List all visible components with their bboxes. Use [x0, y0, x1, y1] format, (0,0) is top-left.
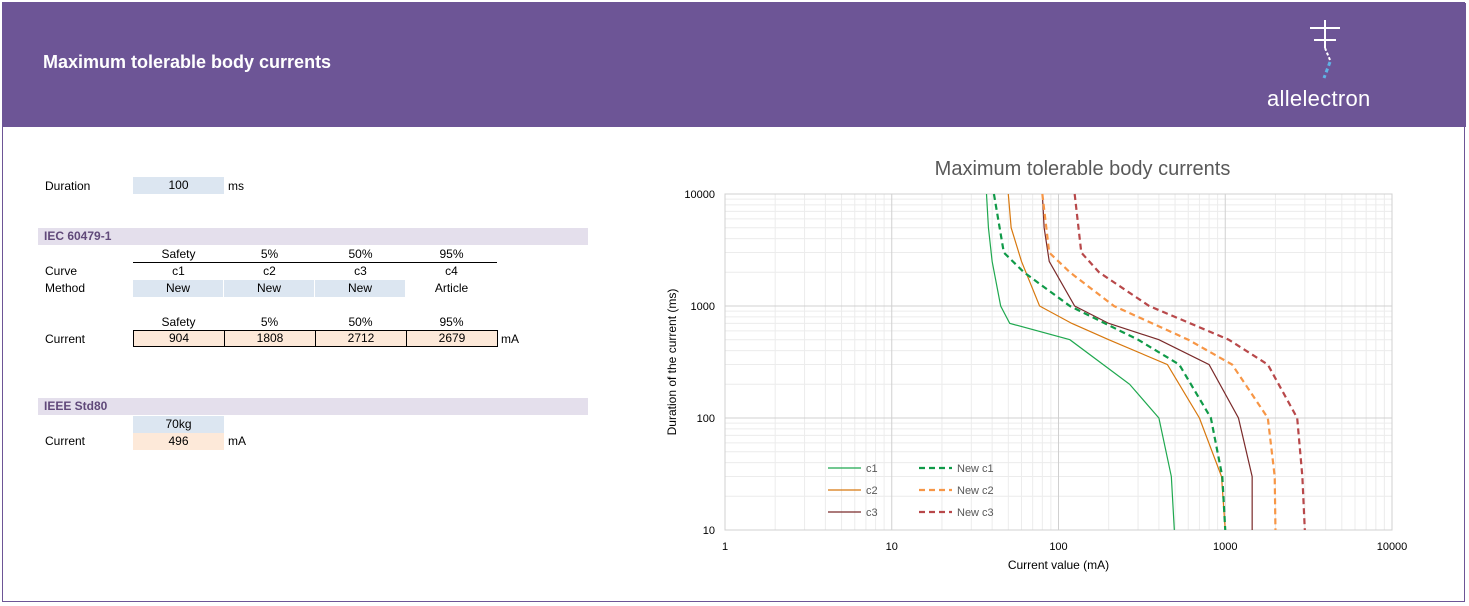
- y-tick-label: 10: [703, 525, 715, 537]
- input-cell[interactable]: New: [133, 280, 223, 297]
- y-tick-label: 100: [697, 413, 715, 425]
- chart-title: Maximum tolerable body currents: [935, 158, 1231, 180]
- header-cell: 50%: [348, 315, 373, 329]
- series-line: [1041, 193, 1277, 531]
- series-line: [1041, 193, 1253, 530]
- x-axis-label: Current value (mA): [1008, 558, 1109, 572]
- label: Current: [45, 434, 86, 448]
- header-cell: 50%: [348, 247, 373, 261]
- result-cell: 2679: [406, 330, 498, 347]
- input-cell[interactable]: New: [315, 280, 405, 297]
- section-title: IEEE Std80: [38, 398, 588, 415]
- plot-area: [724, 193, 1393, 531]
- header-cell: 95%: [439, 315, 464, 329]
- header-cell: Safety: [161, 315, 196, 329]
- header-rule: [133, 262, 497, 263]
- label: Current: [45, 332, 86, 346]
- legend-label: New c1: [957, 463, 994, 475]
- result-cell: 2712: [315, 330, 407, 347]
- chart: 1 10 100 1000 10000 10 100 1000 10000 Maximum tol…: [665, 158, 1408, 572]
- x-tick-label: 1000: [1213, 541, 1237, 553]
- header-cell: 5%: [260, 247, 279, 261]
- result-cell: 496: [133, 433, 224, 450]
- header-bar: [3, 3, 1466, 127]
- header-cell: 95%: [439, 247, 464, 261]
- label: Curve: [45, 264, 78, 278]
- y-tick-label: 1000: [691, 301, 715, 313]
- label: Duration: [45, 179, 91, 193]
- legend-label: c2: [866, 485, 878, 497]
- header-cell: 70kg: [133, 416, 224, 433]
- header-cell: 5%: [260, 315, 279, 329]
- x-tick-label: 1: [722, 541, 728, 553]
- legend-label: c3: [866, 507, 878, 519]
- y-tick-label: 10000: [684, 189, 715, 201]
- header-cell: Safety: [161, 247, 196, 261]
- unit: ms: [228, 179, 244, 193]
- series-line: [992, 193, 1227, 531]
- x-tick-label: 100: [1049, 541, 1067, 553]
- result-cell: 1808: [224, 330, 316, 347]
- label: Method: [45, 281, 86, 295]
- input-cell[interactable]: New: [224, 280, 314, 297]
- x-tick-label: 10000: [1377, 541, 1408, 553]
- legend-label: c1: [866, 463, 878, 475]
- series-line: [1007, 193, 1226, 531]
- logo-icon: [1310, 20, 1340, 79]
- legend-label: New c3: [957, 507, 994, 519]
- cell: c1: [172, 264, 185, 278]
- y-axis-label: Duration of the current (ms): [665, 289, 679, 436]
- result-cell: 904: [133, 330, 225, 347]
- page-title: Maximum tolerable body currents: [43, 52, 332, 72]
- x-tick-label: 10: [886, 541, 898, 553]
- cell: c2: [263, 264, 276, 278]
- series-line: [985, 193, 1175, 531]
- cell: c4: [445, 264, 458, 278]
- cell: Article: [434, 281, 469, 295]
- unit: mA: [228, 434, 246, 448]
- series-line: [1073, 193, 1306, 531]
- section-title: IEC 60479-1: [38, 228, 588, 245]
- input-cell[interactable]: 100: [133, 177, 224, 194]
- logo-text: allelectron: [1267, 86, 1371, 111]
- cell: c3: [354, 264, 367, 278]
- legend-label: New c2: [957, 485, 994, 497]
- unit: mA: [501, 332, 519, 346]
